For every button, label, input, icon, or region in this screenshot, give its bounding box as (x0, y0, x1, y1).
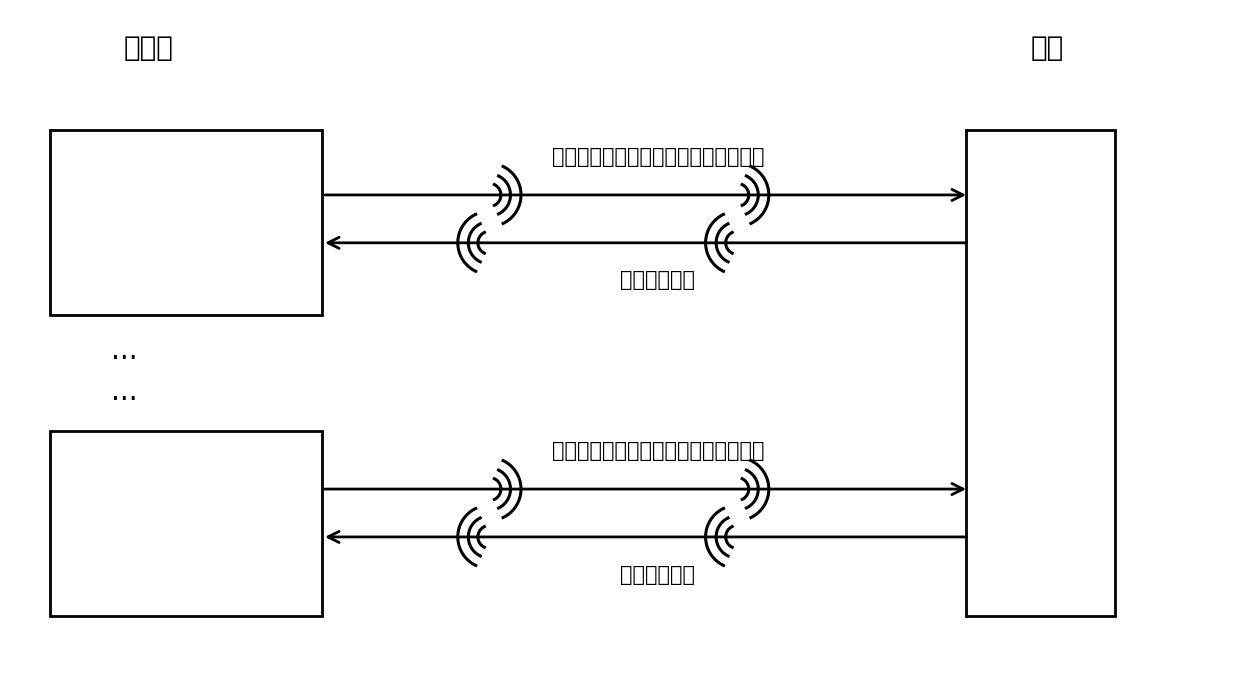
Text: 车辆端: 车辆端 (124, 34, 173, 62)
Bar (50, 130, 322, 315)
Bar (966, 130, 1115, 616)
Text: 车辆控制数据: 车辆控制数据 (621, 564, 695, 585)
Text: ···: ··· (110, 386, 138, 414)
Text: 车辆控制数据: 车辆控制数据 (621, 270, 695, 291)
Bar (50, 431, 322, 616)
Text: 车辆行驶环境数据、车辆驾驶行为数据: 车辆行驶环境数据、车辆驾驶行为数据 (551, 147, 764, 168)
Text: 车辆行驶环境数据、车辆驾驶行为数据: 车辆行驶环境数据、车辆驾驶行为数据 (551, 441, 764, 462)
Text: ···: ··· (110, 345, 138, 373)
Text: 云端: 云端 (1031, 34, 1063, 62)
